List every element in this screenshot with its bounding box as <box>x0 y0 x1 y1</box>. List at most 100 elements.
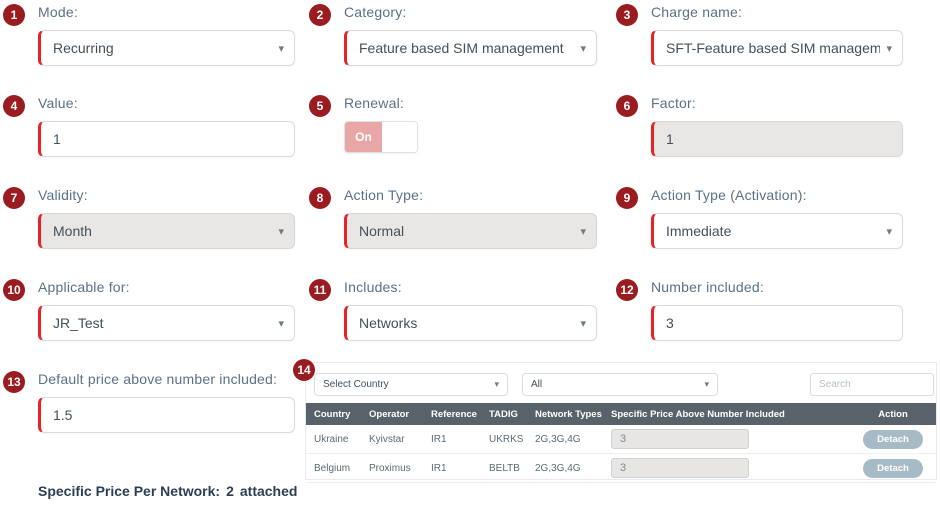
table-row: Belgium Proximus IR1 BELTB 2G,3G,4G 3 De… <box>306 453 936 483</box>
field-action-type-activation: 9 Action Type (Activation): Immediate ▾ <box>616 187 903 249</box>
col-reference: Reference <box>423 403 481 425</box>
field-value: 4 Value: 1 <box>3 95 295 157</box>
charge-name-select-value: SFT-Feature based SIM management <box>666 40 881 56</box>
default-price-label: Default price above number included: <box>38 371 278 387</box>
col-tadig: TADIG <box>481 403 527 425</box>
field-mode: 1 Mode: Recurring ▾ <box>3 4 295 66</box>
step-badge-10: 10 <box>3 279 25 301</box>
step-badge-6: 6 <box>616 95 638 117</box>
col-network-types: Network Types <box>527 403 603 425</box>
field-validity: 7 Validity: Month ▾ <box>3 187 295 249</box>
cell-tadig: UKRKS <box>481 425 527 454</box>
value-input[interactable]: 1 <box>38 121 295 157</box>
action-type-select-disabled: Normal ▾ <box>344 213 597 249</box>
field-charge-name: 3 Charge name: SFT-Feature based SIM man… <box>616 4 903 66</box>
field-default-price: 13 Default price above number included: … <box>3 371 295 433</box>
includes-select[interactable]: Networks ▾ <box>344 305 597 341</box>
step-badge-4: 4 <box>3 95 25 117</box>
table-row: Ukraine Kyivstar IR1 UKRKS 2G,3G,4G 3 De… <box>306 425 936 454</box>
chevron-down-icon: ▾ <box>580 42 586 55</box>
field-includes: 11 Includes: Networks ▾ <box>309 279 597 341</box>
chevron-down-icon: ▾ <box>886 42 892 55</box>
field-action-type: 8 Action Type: Normal ▾ <box>309 187 597 249</box>
field-applicable-for: 10 Applicable for: JR_Test ▾ <box>3 279 295 341</box>
step-badge-3: 3 <box>616 4 638 26</box>
step-badge-11: 11 <box>309 279 331 301</box>
chevron-down-icon: ▾ <box>580 225 586 238</box>
specific-price-input-disabled: 3 <box>611 458 749 478</box>
chevron-down-icon: ▾ <box>704 379 709 389</box>
step-badge-12: 12 <box>616 279 638 301</box>
search-input[interactable] <box>810 373 934 396</box>
chevron-down-icon: ▾ <box>886 225 892 238</box>
step-badge-2: 2 <box>309 4 331 26</box>
cell-operator: Proximus <box>361 453 423 483</box>
specific-price-input-disabled: 3 <box>611 429 749 449</box>
field-factor: 6 Factor: 1 <box>616 95 903 157</box>
default-price-input[interactable]: 1.5 <box>38 397 295 433</box>
cell-country: Ukraine <box>306 425 361 454</box>
applicable-for-label: Applicable for: <box>38 279 130 295</box>
col-action: Action <box>846 403 936 425</box>
chevron-down-icon: ▾ <box>580 317 586 330</box>
validity-select-value: Month <box>53 223 92 239</box>
action-type-label: Action Type: <box>344 187 424 203</box>
col-country: Country <box>306 403 361 425</box>
validity-label: Validity: <box>38 187 88 203</box>
cell-network-types: 2G,3G,4G <box>527 453 603 483</box>
category-label: Category: <box>344 4 407 20</box>
step-badge-13: 13 <box>3 371 25 393</box>
applicable-for-select[interactable]: JR_Test ▾ <box>38 305 295 341</box>
number-included-value: 3 <box>666 315 674 331</box>
mode-select[interactable]: Recurring ▾ <box>38 30 295 66</box>
chevron-down-icon: ▾ <box>494 379 499 389</box>
table-header-row: Country Operator Reference TADIG Network… <box>306 403 936 425</box>
charge-name-select[interactable]: SFT-Feature based SIM management ▾ <box>651 30 903 66</box>
step-badge-5: 5 <box>309 95 331 117</box>
step-badge-7: 7 <box>3 187 25 209</box>
mode-label: Mode: <box>38 4 78 20</box>
value-label: Value: <box>38 95 78 111</box>
cell-reference: IR1 <box>423 453 481 483</box>
step-badge-14: 14 <box>293 359 315 381</box>
cell-tadig: BELTB <box>481 453 527 483</box>
col-operator: Operator <box>361 403 423 425</box>
country-filter-select[interactable]: Select Country ▾ <box>314 373 508 396</box>
chevron-down-icon: ▾ <box>278 225 284 238</box>
step-badge-1: 1 <box>3 4 25 26</box>
renewal-toggle-track <box>382 122 417 152</box>
validity-select-disabled: Month ▾ <box>38 213 295 249</box>
action-type-activation-select[interactable]: Immediate ▾ <box>651 213 903 249</box>
category-select-value: Feature based SIM management <box>359 40 564 56</box>
country-filter-value: Select Country <box>323 379 389 390</box>
cell-country: Belgium <box>306 453 361 483</box>
chevron-down-icon: ▾ <box>278 317 284 330</box>
number-included-input[interactable]: 3 <box>651 305 903 341</box>
number-included-label: Number included: <box>651 279 764 295</box>
field-renewal: 5 Renewal: On <box>309 95 418 153</box>
summary-suffix: attached <box>239 483 298 499</box>
mode-select-value: Recurring <box>53 40 114 56</box>
field-category: 2 Category: Feature based SIM management… <box>309 4 597 66</box>
includes-label: Includes: <box>344 279 402 295</box>
chevron-down-icon: ▾ <box>278 42 284 55</box>
category-select[interactable]: Feature based SIM management ▾ <box>344 30 597 66</box>
factor-input-value: 1 <box>666 131 674 147</box>
operator-filter-select[interactable]: All ▾ <box>522 373 718 396</box>
col-specific-price: Specific Price Above Number Included <box>603 403 846 425</box>
cell-operator: Kyivstar <box>361 425 423 454</box>
specific-price-summary: Specific Price Per Network: 2 attached <box>38 483 303 499</box>
field-number-included: 12 Number included: 3 <box>616 279 903 341</box>
factor-input-disabled: 1 <box>651 121 903 157</box>
charge-name-label: Charge name: <box>651 4 743 20</box>
action-type-select-value: Normal <box>359 223 405 239</box>
value-input-value: 1 <box>53 131 61 147</box>
renewal-toggle[interactable]: On <box>344 121 418 153</box>
includes-select-value: Networks <box>359 315 418 331</box>
detach-button[interactable]: Detach <box>863 458 923 478</box>
default-price-value: 1.5 <box>53 407 73 423</box>
detach-button[interactable]: Detach <box>863 429 923 449</box>
step-badge-9: 9 <box>616 187 638 209</box>
operator-filter-value: All <box>531 379 543 390</box>
